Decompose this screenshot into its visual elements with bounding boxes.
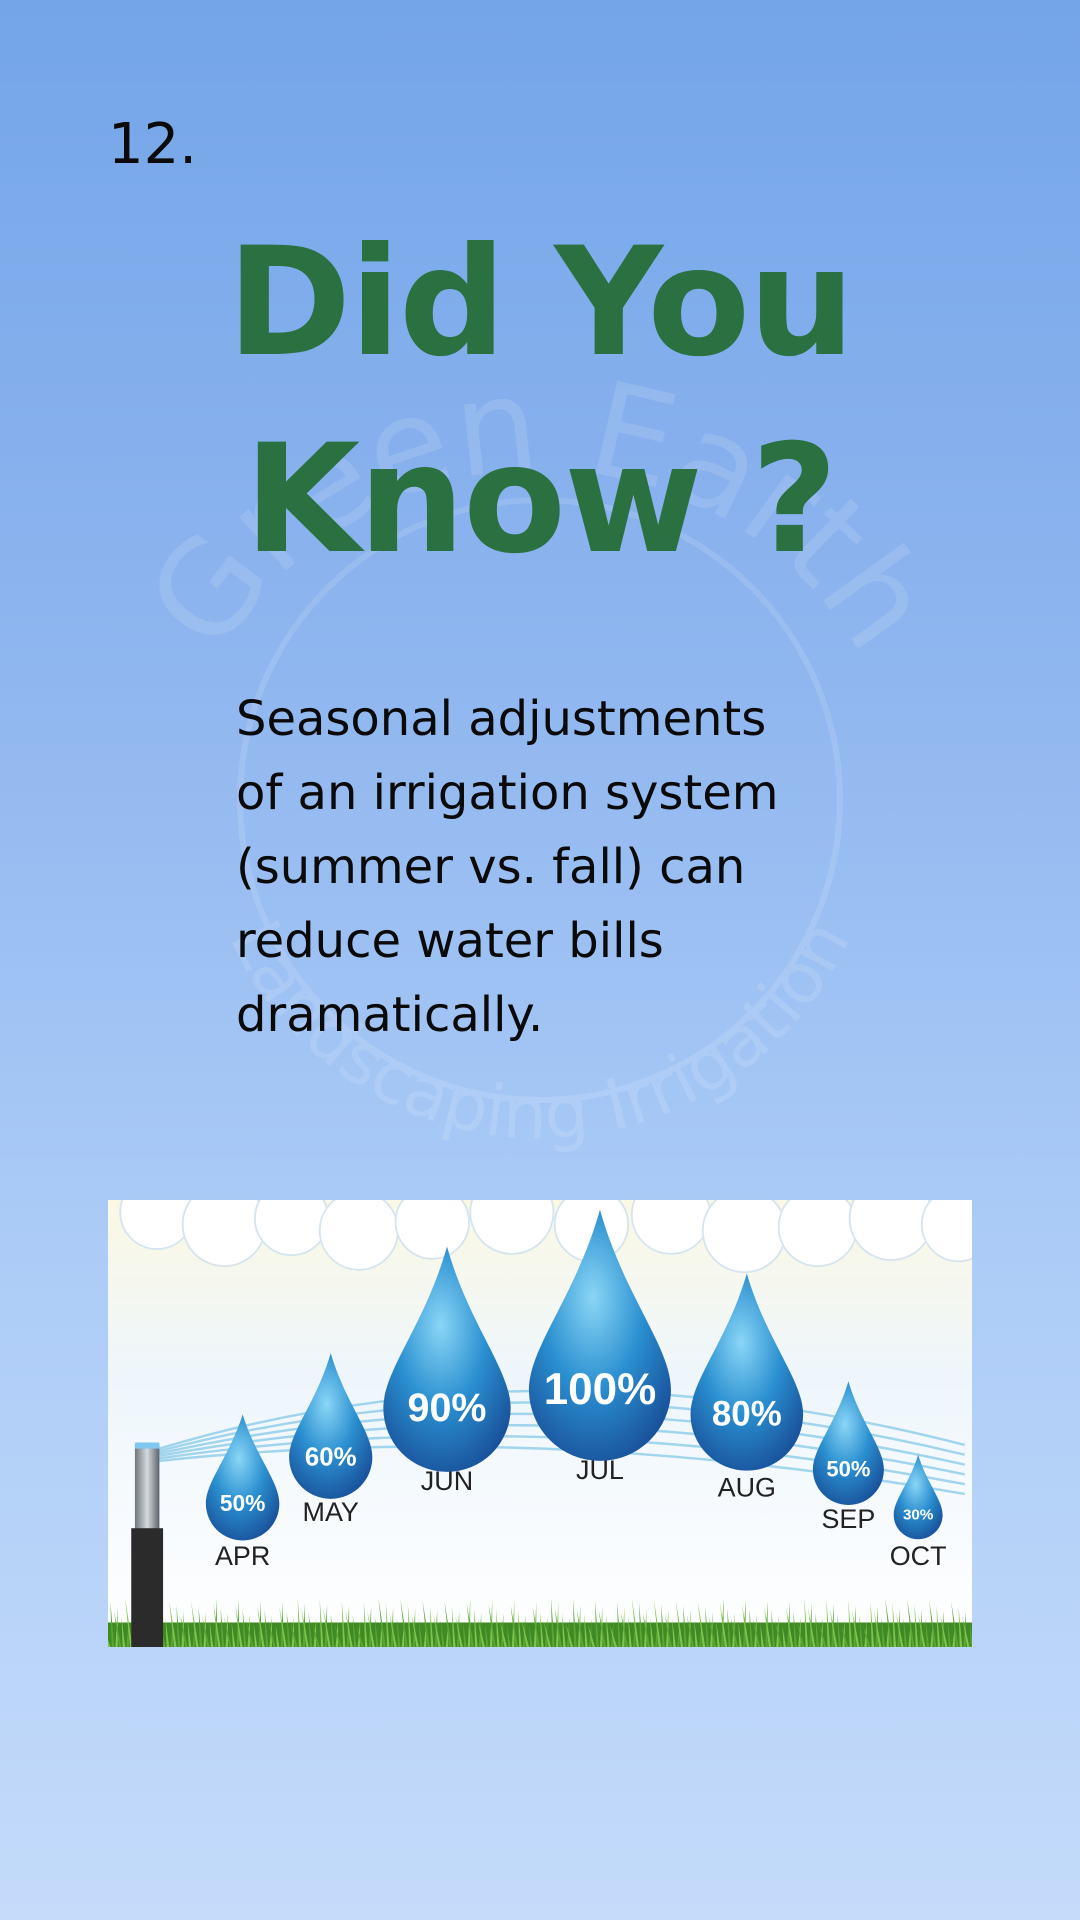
water-drop-aug: 80% AUG bbox=[690, 1273, 804, 1502]
clouds bbox=[119, 1200, 972, 1274]
drop-value-label: 50% bbox=[826, 1457, 870, 1482]
drop-value-label: 80% bbox=[712, 1395, 782, 1434]
body-line: Seasonal adjustments bbox=[236, 691, 767, 747]
drop-value-label: 50% bbox=[220, 1490, 266, 1516]
drop-shape bbox=[812, 1381, 884, 1505]
body-text: Seasonal adjustments of an irrigation sy… bbox=[236, 682, 876, 1052]
drop-shape bbox=[893, 1454, 943, 1540]
body-line: of an irrigation system bbox=[236, 765, 779, 821]
drop-value-label: 30% bbox=[903, 1507, 934, 1524]
headline-line-2: Know ? bbox=[244, 413, 838, 587]
water-drop-jul: 100% JUL bbox=[528, 1209, 671, 1485]
water-drop-sep: 50% SEP bbox=[812, 1381, 884, 1534]
month-label: JUN bbox=[421, 1466, 473, 1496]
drop-value-label: 60% bbox=[305, 1443, 357, 1471]
sprinkler-head-icon bbox=[131, 1442, 164, 1647]
water-drop-may: 60% MAY bbox=[289, 1353, 373, 1527]
water-drop-apr: 50% APR bbox=[205, 1414, 280, 1571]
body-line: (summer vs. fall) can bbox=[236, 839, 746, 895]
month-label: JUL bbox=[576, 1455, 624, 1485]
water-drop-jun: 90% JUN bbox=[383, 1246, 511, 1496]
drop-value-label: 90% bbox=[408, 1386, 487, 1430]
drop-shape bbox=[690, 1273, 804, 1471]
irrigation-infographic: 50% APR 60% MAY 90% JUN 100% JUL 80% AUG 50% SEP 30%… bbox=[108, 1200, 972, 1647]
drop-shape bbox=[205, 1414, 280, 1541]
slide-number: 12. bbox=[108, 112, 198, 177]
month-label: AUG bbox=[718, 1472, 776, 1502]
grass bbox=[108, 1598, 972, 1647]
month-label: OCT bbox=[890, 1541, 947, 1571]
body-line: reduce water bills bbox=[236, 913, 664, 969]
drop-shape bbox=[289, 1353, 373, 1499]
month-label: SEP bbox=[821, 1504, 875, 1534]
body-line: dramatically. bbox=[236, 987, 544, 1043]
drop-shape bbox=[528, 1209, 671, 1461]
drop-value-label: 100% bbox=[544, 1365, 657, 1414]
month-label: APR bbox=[215, 1541, 270, 1571]
month-label: MAY bbox=[303, 1497, 359, 1527]
water-drop-oct: 30% OCT bbox=[890, 1454, 947, 1571]
drop-shape bbox=[383, 1246, 511, 1472]
headline-line-1: Did You bbox=[226, 216, 855, 390]
